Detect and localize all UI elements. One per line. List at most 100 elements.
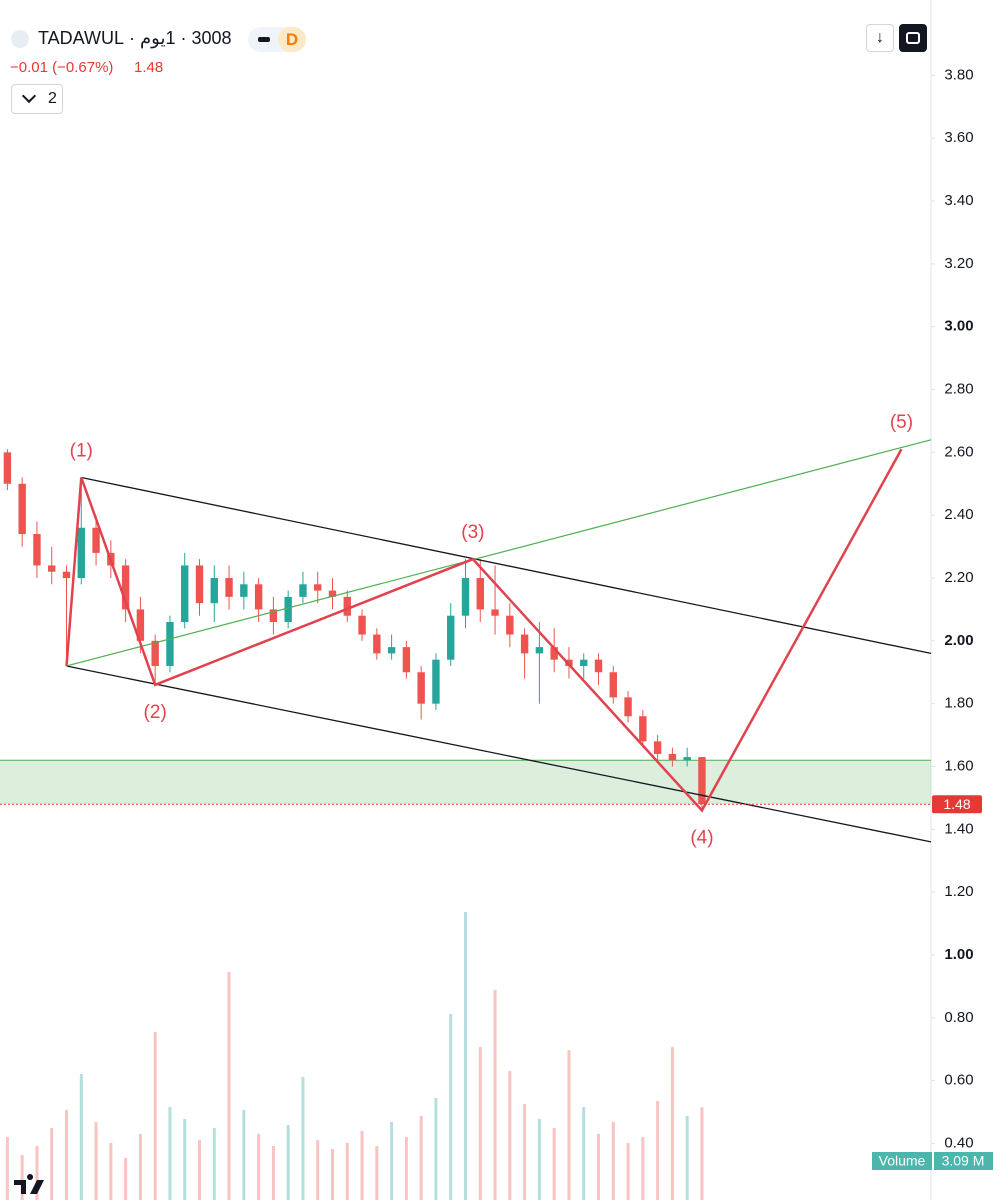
candle-body (550, 647, 558, 660)
volume-bar (419, 1116, 423, 1200)
logo (14, 1174, 44, 1194)
volume-bar (286, 1125, 290, 1200)
y-tick-label: 3.20 (944, 255, 973, 272)
y-tick-label: 3.80 (944, 66, 973, 83)
volume-bar (79, 1074, 83, 1200)
candle-body (92, 527, 100, 553)
candle-body (698, 757, 706, 805)
candle-body (195, 565, 204, 604)
candle-body (432, 659, 440, 704)
y-tick-label: 1.60 (944, 757, 973, 774)
volume-bar (35, 1146, 39, 1200)
last-price: 1.48 (134, 59, 164, 76)
y-tick-label: 3.00 (944, 318, 973, 335)
candle-body (3, 452, 12, 484)
candle-body (121, 565, 130, 610)
volume-bar (611, 1122, 615, 1200)
volume-bar (641, 1137, 645, 1200)
volume-bar (375, 1146, 379, 1200)
volume-bar (183, 1119, 187, 1200)
y-tick-label: 3.60 (944, 129, 973, 146)
candle-body (269, 609, 278, 622)
candle-body (240, 584, 248, 597)
wave-label: (5) (890, 412, 913, 433)
candle-body (461, 578, 470, 616)
volume-bar (404, 1137, 408, 1200)
y-tick-label: 1.40 (944, 820, 973, 837)
symbol-title[interactable]: 3008 · 1يوم · TADAWUL (38, 28, 232, 48)
candle-body (299, 584, 307, 597)
volume-name-box (872, 1152, 932, 1170)
volume-bar (685, 1116, 689, 1200)
volume-bar (670, 1047, 674, 1200)
y-tick-label: 2.00 (944, 632, 973, 649)
fullscreen-button[interactable] (899, 24, 927, 52)
candle-body (151, 640, 159, 666)
candle-body (314, 584, 322, 591)
y-tick-label: 2.80 (944, 380, 973, 397)
volume-bar (434, 1098, 438, 1200)
candle-body (225, 578, 233, 597)
candle-body (48, 565, 56, 572)
candle-body (181, 565, 189, 622)
volume-bar (478, 1047, 482, 1200)
candle-body (373, 634, 381, 654)
candle-body (535, 647, 544, 654)
y-tick-label: 0.60 (944, 1072, 973, 1089)
candle-body (417, 672, 425, 704)
candle-body (668, 753, 677, 761)
indicators-toggle[interactable]: 2 (11, 84, 63, 114)
volume-bar (138, 1134, 142, 1200)
volume-bar (449, 1014, 453, 1200)
volume-bar (360, 1131, 364, 1200)
download-button[interactable]: ↓ (866, 24, 894, 52)
last-price-box (932, 795, 982, 814)
volume-bar (301, 1077, 305, 1200)
chevron (21, 88, 37, 104)
candle-body (594, 659, 603, 673)
candle-body (402, 647, 411, 673)
wave-label: (1) (70, 441, 93, 462)
last-price-label: 1.48 (943, 796, 970, 812)
y-tick-label: 2.20 (944, 569, 973, 586)
volume-bar (331, 1149, 334, 1200)
volume-value: 3.09 M (942, 1153, 985, 1169)
zone (0, 760, 931, 805)
candle-body (284, 596, 292, 622)
volume-bar (198, 1140, 201, 1200)
candle-body (358, 615, 366, 635)
volume-bar (552, 1128, 556, 1200)
volume-bar (109, 1143, 113, 1200)
candle-body (77, 527, 85, 579)
candle-body (609, 672, 617, 698)
volume-value-box (934, 1152, 993, 1170)
volume-bar (464, 912, 467, 1200)
candle-body (580, 659, 588, 666)
volume-bar (212, 1128, 216, 1200)
volume-bar (656, 1101, 660, 1200)
y-tick-label: 1.20 (944, 883, 973, 900)
candle-body (476, 578, 484, 610)
candle-body (166, 621, 174, 666)
candle-body (653, 741, 662, 754)
candle-body (683, 757, 691, 761)
y-tick-label: 2.40 (944, 506, 973, 523)
interval-badge: D (278, 27, 306, 52)
dash (258, 37, 270, 42)
symbol-icon (11, 30, 29, 48)
volume-bar (523, 1104, 527, 1200)
candle-body (18, 483, 26, 535)
candle-body (506, 615, 514, 635)
y-tick-label: 0.40 (944, 1134, 973, 1151)
wave-path (65, 448, 903, 813)
volume-bar (124, 1158, 128, 1200)
wave-label: (4) (690, 827, 713, 848)
volume-bar (316, 1140, 320, 1200)
volume-bar (508, 1071, 512, 1200)
volume-bar (626, 1143, 630, 1200)
volume-bar (257, 1134, 261, 1200)
status-pill[interactable]: D (248, 27, 306, 52)
volume-bar (20, 1155, 24, 1200)
